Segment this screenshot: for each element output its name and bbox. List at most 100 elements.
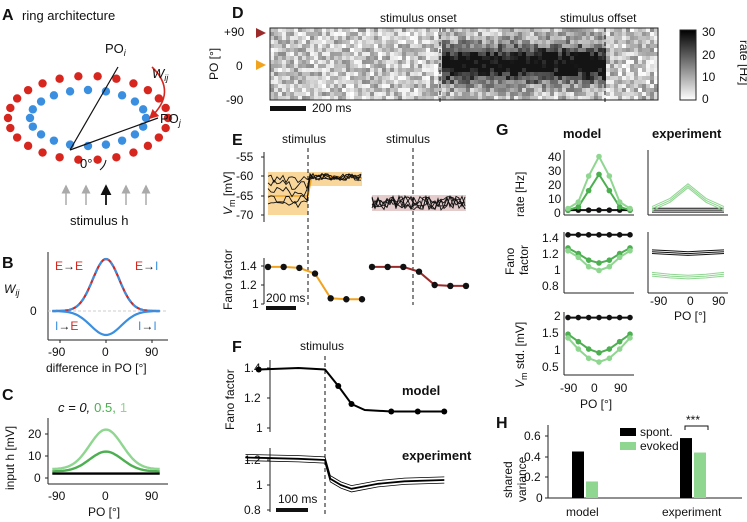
heatmap-cell <box>610 96 615 101</box>
g-point <box>585 355 592 362</box>
heatmap-cell <box>374 84 379 89</box>
heatmap-cell <box>278 32 283 37</box>
heatmap-cell <box>302 52 307 57</box>
heatmap-cell <box>574 60 579 65</box>
heatmap-cell <box>398 60 403 65</box>
heatmap-cell <box>446 80 451 85</box>
g-point <box>585 346 592 352</box>
heatmap-cell <box>450 48 455 53</box>
heatmap-cell <box>362 84 367 89</box>
po-0-marker <box>256 60 266 70</box>
heatmap-cell <box>366 68 371 73</box>
heatmap-cell <box>390 64 395 69</box>
heatmap-cell <box>334 80 339 85</box>
heatmap-cell <box>274 44 279 49</box>
heatmap-cell <box>394 40 399 45</box>
heatmap-cell <box>378 56 383 61</box>
heatmap-cell <box>414 52 419 57</box>
heatmap-cell <box>346 52 351 57</box>
heatmap-cell <box>450 44 455 49</box>
heatmap-cell <box>650 96 655 101</box>
heatmap-cell <box>566 60 571 65</box>
heatmap-cell <box>546 92 551 97</box>
heatmap-cell <box>350 80 355 85</box>
heatmap-cell <box>278 68 283 73</box>
heatmap-cell <box>282 92 287 97</box>
heatmap-cell <box>450 68 455 73</box>
heatmap-cell <box>634 28 639 33</box>
g-point <box>616 199 623 205</box>
g-xtick: 0 <box>591 381 598 395</box>
heatmap-cell <box>534 68 539 73</box>
heatmap-cell <box>322 84 327 89</box>
heatmap-cell <box>306 40 311 45</box>
heatmap-cell <box>566 56 571 61</box>
heatmap-cell <box>618 36 623 41</box>
heatmap-cell <box>334 36 339 41</box>
heatmap-cell <box>426 44 431 49</box>
heatmap-cell <box>590 28 595 33</box>
heatmap-cell <box>314 80 319 85</box>
e-fano-point <box>311 270 319 277</box>
heatmap-cell <box>574 84 579 89</box>
heatmap-cell <box>574 64 579 69</box>
heatmap-cell <box>558 56 563 61</box>
heatmap-cell <box>558 72 563 77</box>
heatmap-cell <box>406 64 411 69</box>
heatmap-cell <box>354 52 359 57</box>
heatmap-cell <box>534 56 539 61</box>
heatmap-cell <box>606 56 611 61</box>
heatmap-cell <box>506 36 511 41</box>
heatmap-cell <box>622 92 627 97</box>
heatmap-cell <box>414 56 419 61</box>
heatmap-cell <box>654 76 659 81</box>
heatmap-cell <box>474 96 479 101</box>
heatmap-cell <box>638 80 643 85</box>
heatmap-cell <box>566 44 571 49</box>
heatmap-cell <box>326 84 331 89</box>
heatmap-cell <box>638 88 643 93</box>
heatmap-cell <box>602 76 607 81</box>
heatmap-cell <box>638 64 643 69</box>
heatmap-cell <box>290 72 295 77</box>
heatmap-cell <box>462 68 467 73</box>
heatmap-cell <box>534 96 539 101</box>
heatmap-cell <box>322 52 327 57</box>
heatmap-cell <box>594 88 599 93</box>
cb-tick: 30 <box>702 25 716 39</box>
heatmap-cell <box>642 36 647 41</box>
heatmap-cell <box>522 52 527 57</box>
heatmap-cell <box>622 44 627 49</box>
heatmap-cell <box>586 52 591 57</box>
heatmap-cell <box>574 56 579 61</box>
heatmap-cell <box>270 56 275 61</box>
heatmap-cell <box>638 84 643 89</box>
heatmap-cell <box>290 76 295 81</box>
heatmap-cell <box>342 84 347 89</box>
heatmap-cell <box>542 68 547 73</box>
g-point <box>596 267 602 274</box>
heatmap-cell <box>554 76 559 81</box>
heatmap-cell <box>422 52 427 57</box>
heatmap-cell <box>398 80 403 85</box>
heatmap-cell <box>466 56 471 61</box>
heatmap-cell <box>450 80 455 85</box>
heatmap-cell <box>462 88 467 93</box>
heatmap-cell <box>350 88 355 93</box>
heatmap-cell <box>402 84 407 89</box>
heatmap-cell <box>374 72 379 77</box>
heatmap-cell <box>646 92 651 97</box>
heatmap-cell <box>310 84 315 89</box>
heatmap-cell <box>446 68 451 73</box>
heatmap-cell <box>322 72 327 77</box>
heatmap-cell <box>366 56 371 61</box>
heatmap-cell <box>290 52 295 57</box>
heatmap-cell <box>434 64 439 69</box>
heatmap-cell <box>602 48 607 53</box>
heatmap-cell <box>290 32 295 37</box>
heatmap-cell <box>506 80 511 85</box>
c-ytick: 0 <box>34 471 41 485</box>
heatmap-cell <box>278 44 283 49</box>
heatmap-cell <box>370 64 375 69</box>
heatmap-cell <box>446 88 451 93</box>
